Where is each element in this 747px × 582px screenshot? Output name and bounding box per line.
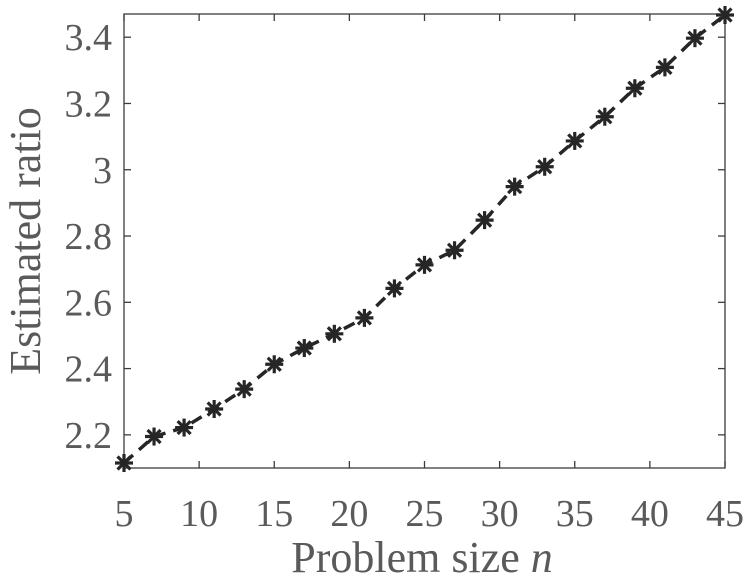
data-point-marker <box>655 58 674 77</box>
data-point-marker <box>565 131 584 150</box>
data-point-marker <box>535 157 554 176</box>
data-point-marker <box>175 418 194 437</box>
x-tick-label: 25 <box>406 493 444 535</box>
y-tick-label: 3 <box>93 150 112 192</box>
x-tick-label: 35 <box>556 493 594 535</box>
y-axis-ticks: 2.2 2.4 2.6 2.8 3 3.2 3.4 <box>65 17 725 457</box>
x-axis-title-text: Problem size <box>291 533 531 582</box>
data-markers <box>115 5 734 473</box>
x-tick-label: 45 <box>706 493 744 535</box>
data-point-marker <box>475 211 494 230</box>
y-tick-label: 3.2 <box>65 83 113 125</box>
data-point-marker <box>205 400 224 419</box>
data-point-marker <box>716 5 734 24</box>
x-tick-label: 40 <box>631 493 669 535</box>
x-axis-title-variable: n <box>531 533 553 582</box>
data-point-marker <box>265 355 284 374</box>
x-axis-title: Problem size n <box>291 533 553 582</box>
y-tick-label: 2.6 <box>65 282 113 324</box>
y-tick-label: 3.4 <box>65 17 113 59</box>
y-tick-label: 2.2 <box>65 415 113 457</box>
data-point-marker <box>445 241 464 260</box>
data-point-marker <box>235 380 254 399</box>
data-point-marker <box>505 177 524 196</box>
data-point-marker <box>595 107 614 126</box>
data-point-marker <box>685 29 704 48</box>
data-point-marker <box>625 79 644 98</box>
data-point-marker <box>355 308 374 327</box>
data-point-marker <box>385 279 404 298</box>
x-tick-label: 30 <box>481 493 519 535</box>
y-axis-title: Estimated ratio <box>1 107 50 375</box>
data-point-marker <box>295 339 314 358</box>
data-point-marker <box>115 454 133 473</box>
x-axis-ticks: 5 10 15 20 25 30 35 40 45 <box>115 14 744 535</box>
data-point-marker <box>325 324 344 343</box>
x-tick-label: 5 <box>115 493 134 535</box>
data-point-marker <box>145 427 164 446</box>
data-point-marker <box>415 255 434 274</box>
x-tick-label: 20 <box>330 493 368 535</box>
x-tick-label: 15 <box>255 493 293 535</box>
x-tick-label: 10 <box>180 493 218 535</box>
y-tick-label: 2.4 <box>65 349 113 391</box>
y-tick-label: 2.8 <box>65 216 113 258</box>
